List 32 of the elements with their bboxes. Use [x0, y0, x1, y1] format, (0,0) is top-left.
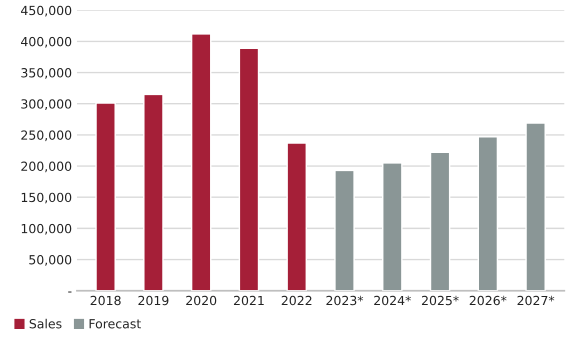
x-tick-label: 2019 [138, 296, 168, 306]
x-tick-label: 2024* [374, 296, 411, 306]
bar [525, 122, 546, 291]
y-tick-label: 250,000 [21, 130, 72, 142]
y-tick-label: 400,000 [21, 36, 72, 48]
bar [143, 94, 164, 291]
x-tick-label: 2021 [234, 296, 264, 306]
y-tick-label: 150,000 [22, 192, 72, 204]
x-tick-label: 2027* [518, 296, 554, 306]
y-tick-label: 50,000 [29, 255, 72, 266]
y-tick-label: 450,000 [21, 6, 72, 16]
x-tick-label: 2020 [186, 296, 216, 306]
y-tick-label: 350,000 [21, 68, 72, 79]
bar [286, 142, 307, 291]
legend-label: Forecast [90, 319, 141, 328]
legend-label: Sales [30, 318, 62, 328]
x-tick-label: 2026* [470, 296, 507, 306]
y-tick-label: 300,000 [21, 99, 72, 110]
bar [238, 48, 260, 291]
x-tick-label: 2022 [282, 296, 312, 306]
x-tick-label: 2025* [422, 296, 459, 306]
bar [190, 33, 212, 291]
x-tick-label: 2018 [90, 296, 121, 306]
bar [478, 136, 498, 291]
bar [430, 152, 450, 291]
y-tick-label: - [68, 292, 72, 293]
x-tick-label: 2023* [326, 296, 364, 306]
bar [382, 162, 403, 291]
y-tick-label: 100,000 [22, 224, 72, 235]
bar [334, 170, 355, 291]
y-tick-label: 200,000 [21, 162, 72, 172]
bar [95, 102, 116, 291]
